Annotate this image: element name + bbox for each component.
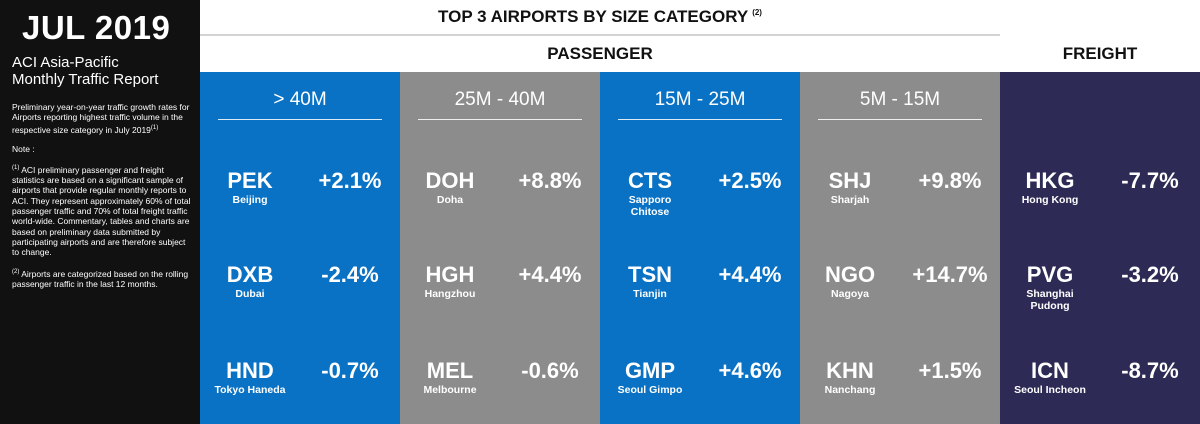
airport-city: Doha	[436, 194, 464, 206]
airport-row: ICN Seoul Incheon -8.7%	[1000, 358, 1200, 408]
report-title-line2: Monthly Traffic Report	[12, 71, 159, 88]
category-column-15m-25m: 15M - 25M CTS Sapporo Chitose +2.5% TSN …	[600, 72, 800, 424]
category-label: > 40M	[218, 86, 382, 120]
airport-code: DXB	[226, 262, 274, 287]
category-column-5m-15m: 5M - 15M SHJ Sharjah +9.8% NGO Nagoya +1…	[800, 72, 1000, 424]
airport-code: HND	[226, 358, 274, 383]
airport-code: CTS	[628, 168, 672, 193]
airport-code: GMP	[624, 358, 676, 383]
airport-row: HND Tokyo Haneda -0.7%	[200, 358, 400, 408]
airport-row: SHJ Sharjah +9.8%	[800, 168, 1000, 218]
airport-code: TSN	[628, 262, 672, 287]
airport-row: NGO Nagoya +14.7%	[800, 262, 1000, 312]
airport-city: Sharjah	[830, 194, 870, 206]
growth-rate: +4.6%	[718, 358, 782, 383]
category-column-over-40m: > 40M PEK Beijing +2.1% DXB Dubai -2.4% …	[200, 72, 400, 424]
main-title: TOP 3 AIRPORTS BY SIZE CATEGORY (2)	[200, 0, 1000, 36]
airport-row: PVG Shanghai Pudong -3.2%	[1000, 262, 1200, 312]
airport-city: Beijing	[232, 194, 268, 206]
passenger-header: PASSENGER	[547, 44, 653, 63]
report-title: ACI Asia-Pacific Monthly Traffic Report	[12, 54, 192, 88]
airport-row: CTS Sapporo Chitose +2.5%	[600, 168, 800, 218]
airport-code: MEL	[426, 358, 474, 383]
airport-code: ICN	[1031, 358, 1069, 383]
airport-row: PEK Beijing +2.1%	[200, 168, 400, 218]
airport-row: HGH Hangzhou +4.4%	[400, 262, 600, 312]
freight-column: HKG Hong Kong -7.7% PVG Shanghai Pudong …	[1000, 72, 1200, 424]
airport-row: DXB Dubai -2.4%	[200, 262, 400, 312]
airport-city: Melbourne	[423, 384, 477, 396]
airport-city: Shanghai Pudong	[1026, 288, 1074, 312]
airport-city: Seoul Gimpo	[617, 384, 683, 396]
report-notes: Preliminary year-on-year traffic growth …	[12, 102, 192, 289]
airport-row: TSN Tianjin +4.4%	[600, 262, 800, 312]
airport-row: DOH Doha +8.8%	[400, 168, 600, 218]
main-title-text: TOP 3 AIRPORTS BY SIZE CATEGORY	[438, 7, 749, 26]
growth-rate: +2.1%	[318, 168, 382, 193]
note-label: Note :	[12, 143, 35, 154]
airport-city: Hangzhou	[424, 288, 476, 300]
category-column-25m-40m: 25M - 40M DOH Doha +8.8% HGH Hangzhou +4…	[400, 72, 600, 424]
airport-city: Nagoya	[831, 288, 869, 300]
airport-city: Hong Kong	[1021, 194, 1079, 206]
airport-row: KHN Nanchang +1.5%	[800, 358, 1000, 408]
growth-rate: -0.6%	[521, 358, 579, 383]
growth-rate: +1.5%	[918, 358, 982, 383]
airport-city: Sapporo Chitose	[628, 194, 672, 218]
airport-code: HGH	[425, 262, 475, 287]
growth-rate: +4.4%	[718, 262, 782, 287]
airport-city: Dubai	[235, 288, 265, 300]
growth-rate: +8.8%	[518, 168, 582, 193]
airport-row: GMP Seoul Gimpo +4.6%	[600, 358, 800, 408]
note-1: (1) ACI preliminary passenger and freigh…	[12, 163, 192, 258]
airport-city: Nanchang	[824, 384, 876, 396]
freight-header: FREIGHT	[1062, 44, 1138, 63]
airport-city: Tianjin	[633, 288, 667, 300]
report-month: JUL 2019	[22, 9, 171, 46]
report-sidebar: JUL 2019 ACI Asia-Pacific Monthly Traffi…	[0, 0, 200, 424]
airport-code: HKG	[1025, 168, 1075, 193]
airport-row: MEL Melbourne -0.6%	[400, 358, 600, 408]
growth-rate: +4.4%	[518, 262, 582, 287]
growth-rate: +2.5%	[718, 168, 782, 193]
category-label: 5M - 15M	[818, 86, 982, 120]
airport-code: NGO	[824, 262, 876, 287]
note-1-text: ACI preliminary passenger and freight st…	[12, 164, 191, 258]
airport-code: SHJ	[828, 168, 872, 193]
growth-rate: -8.7%	[1121, 358, 1179, 383]
note-1-marker: (1)	[12, 165, 20, 172]
intro-text: Preliminary year-on-year traffic growth …	[12, 102, 192, 135]
intro-body: Preliminary year-on-year traffic growth …	[12, 102, 190, 135]
airport-code: PEK	[227, 168, 273, 193]
airport-code: KHN	[826, 358, 874, 383]
category-label: 15M - 25M	[618, 86, 782, 120]
growth-rate: -7.7%	[1121, 168, 1179, 193]
airport-city: Seoul Incheon	[1014, 384, 1086, 396]
airport-code: DOH	[425, 168, 475, 193]
airport-city: Tokyo Haneda	[214, 384, 286, 396]
airport-row: HKG Hong Kong -7.7%	[1000, 168, 1200, 218]
note-2-marker: (2)	[12, 268, 20, 275]
growth-rate: +9.8%	[918, 168, 982, 193]
airport-code: PVG	[1026, 262, 1074, 287]
growth-rate: -3.2%	[1121, 262, 1179, 287]
note-2: (2) Airports are categorized based on th…	[12, 267, 192, 289]
main-title-footnote: (2)	[752, 7, 762, 17]
growth-rate: -0.7%	[321, 358, 379, 383]
intro-footnote-marker: (1)	[150, 124, 159, 131]
report-title-line1: ACI Asia-Pacific	[12, 54, 119, 71]
growth-rate: -2.4%	[321, 262, 379, 287]
note-2-text: Airports are categorized based on the ro…	[12, 268, 189, 289]
category-label: 25M - 40M	[418, 86, 582, 120]
growth-rate: +14.7%	[912, 262, 988, 287]
